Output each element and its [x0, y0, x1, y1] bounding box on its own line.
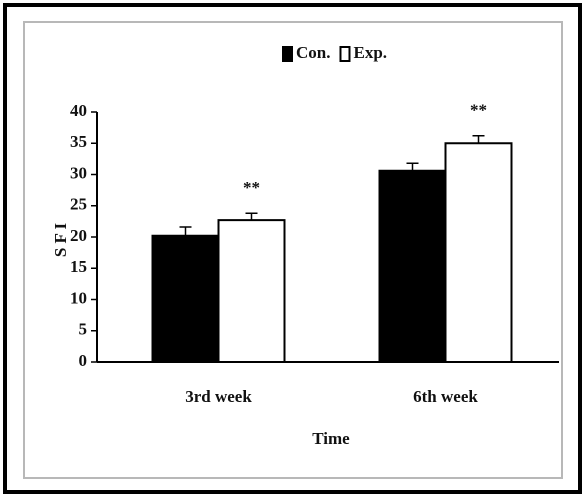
legend-swatch [339, 46, 351, 62]
legend-label: Con. [296, 43, 330, 62]
x-axis-label: Time [312, 429, 350, 448]
y-tick-label: 0 [79, 351, 88, 370]
significance-label: ** [470, 101, 487, 120]
y-tick-label: 40 [70, 101, 87, 120]
y-tick-label: 15 [70, 257, 87, 276]
legend-label: Exp. [353, 43, 387, 62]
y-axis-label: S F I [51, 222, 70, 257]
legend-swatch [282, 46, 293, 62]
x-tick-label: 3rd week [185, 387, 252, 406]
x-tick-label: 6th week [413, 387, 478, 406]
y-tick-label: 30 [70, 163, 87, 182]
y-tick-label: 20 [70, 226, 87, 245]
y-tick-label: 5 [79, 320, 88, 339]
bar [151, 234, 220, 363]
bar [378, 169, 447, 363]
bar [217, 219, 286, 363]
significance-label: ** [243, 178, 260, 197]
y-tick-label: 35 [70, 132, 87, 151]
y-tick-label: 25 [70, 195, 87, 214]
bar [444, 142, 513, 363]
y-tick-label: 10 [70, 288, 87, 307]
